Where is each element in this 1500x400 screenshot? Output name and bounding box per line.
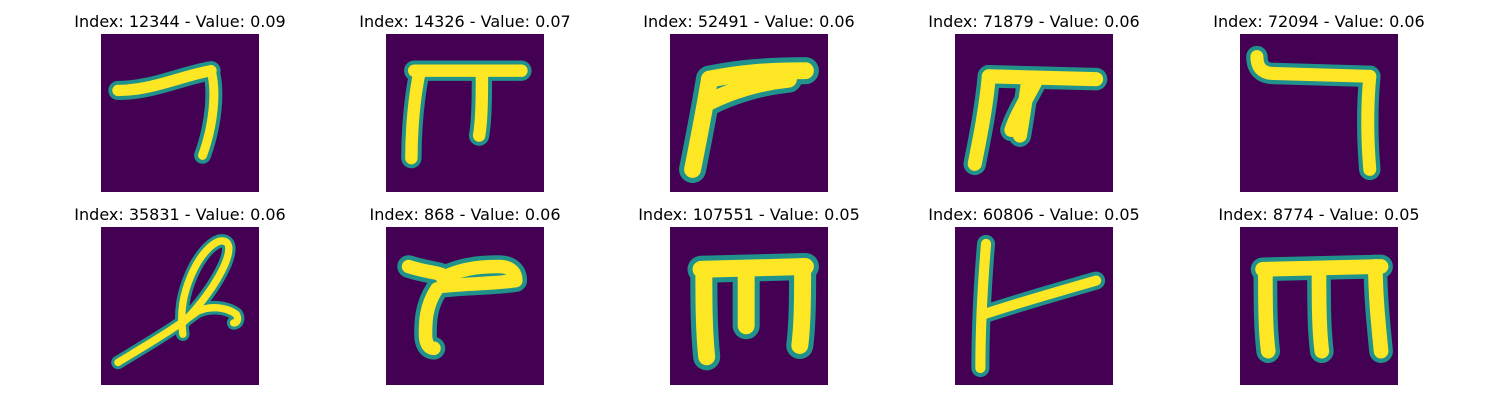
handwritten-glyph-image: [955, 34, 1113, 192]
panel-7: Index: 868 - Value: 0.06: [345, 205, 585, 390]
handwritten-glyph-image: [1240, 34, 1398, 192]
handwritten-glyph-image: [386, 227, 544, 385]
panel-6: Index: 35831 - Value: 0.06: [60, 205, 300, 390]
panel-title: Index: 12344 - Value: 0.09: [74, 12, 286, 31]
panel-title: Index: 60806 - Value: 0.05: [928, 205, 1140, 224]
panel-2: Index: 14326 - Value: 0.07: [345, 12, 585, 197]
handwritten-glyph-image: [386, 34, 544, 192]
panel-4: Index: 71879 - Value: 0.06: [914, 12, 1154, 197]
panel-3: Index: 52491 - Value: 0.06: [629, 12, 869, 197]
panel-title: Index: 14326 - Value: 0.07: [359, 12, 571, 31]
panel-10: Index: 8774 - Value: 0.05: [1199, 205, 1439, 390]
panel-9: Index: 60806 - Value: 0.05: [914, 205, 1154, 390]
panel-title: Index: 35831 - Value: 0.06: [74, 205, 286, 224]
panel-title: Index: 71879 - Value: 0.06: [928, 12, 1140, 31]
panel-title: Index: 52491 - Value: 0.06: [643, 12, 855, 31]
handwritten-glyph-image: [101, 34, 259, 192]
panel-title: Index: 107551 - Value: 0.05: [638, 205, 860, 224]
panel-1: Index: 12344 - Value: 0.09: [60, 12, 300, 197]
panel-8: Index: 107551 - Value: 0.05: [629, 205, 869, 390]
panel-title: Index: 8774 - Value: 0.05: [1218, 205, 1420, 224]
handwritten-glyph-image: [670, 227, 828, 385]
panel-5: Index: 72094 - Value: 0.06: [1199, 12, 1439, 197]
handwritten-glyph-image: [955, 227, 1113, 385]
handwritten-glyph-image: [670, 34, 828, 192]
handwritten-glyph-image: [1240, 227, 1398, 385]
panel-title: Index: 72094 - Value: 0.06: [1213, 12, 1425, 31]
handwritten-glyph-image: [101, 227, 259, 385]
panel-title: Index: 868 - Value: 0.06: [369, 205, 561, 224]
